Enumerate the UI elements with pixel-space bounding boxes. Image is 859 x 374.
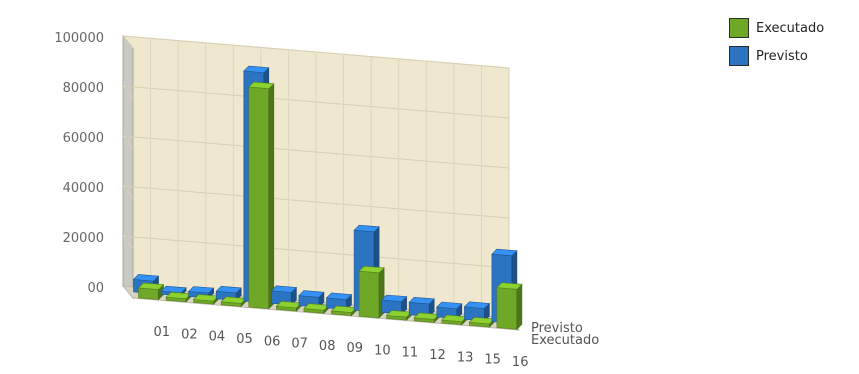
x-tick-label: 04 [209,330,226,345]
legend-swatch-previsto [729,46,749,66]
bar-executado-09 [330,305,358,317]
bar-executado-13 [441,314,468,326]
bar-executado-08 [303,303,330,315]
bar-executado-12 [413,312,440,324]
chart-grid [121,35,510,316]
legend-label-executado: Executado [756,20,825,36]
bar-executado-07 [275,300,303,312]
left-wall [122,34,134,300]
bar-executado-15 [468,316,496,328]
bar-executado-06 [248,81,275,310]
bar-executado-04 [192,294,220,305]
y-tick-label: 100000 [54,31,104,46]
legend-item-executado: Executado [729,14,824,42]
grid-line-h [121,85,510,119]
grid-line-h [121,235,510,269]
y-tick-label: 20000 [63,231,104,246]
x-tick-label: 11 [402,346,419,361]
y-axis-ticks: 00 20000 40000 60000 80000 100000 [54,31,104,296]
depth-label-executado: Executado [531,333,599,348]
x-tick-label: 01 [154,325,171,340]
grid-line-h [121,185,510,219]
x-tick-label: 13 [457,350,474,365]
x-tick-label: 10 [374,343,391,358]
x-tick-label: 06 [264,334,281,349]
bar-executado-16 [496,282,523,331]
chart-walls [121,34,521,331]
x-tick-label: 16 [512,355,529,370]
grid-line-h [121,35,510,69]
x-tick-label: 02 [181,327,198,342]
bar-executado-05 [220,296,247,308]
x-tick-label: 09 [347,341,364,356]
y-tick-label: 40000 [63,181,104,196]
y-tick-label: 80000 [63,81,104,96]
legend-swatch-executado [729,18,749,38]
y-tick-label: 00 [87,281,104,296]
x-axis-ticks: 01 02 04 05 06 07 08 09 10 11 12 13 15 16 [154,325,529,370]
grid-line-h [121,135,510,169]
x-tick-label: 05 [236,332,253,347]
legend-label-previsto: Previsto [756,48,808,64]
x-tick-label: 07 [291,337,308,352]
chart-bars [132,65,523,331]
bar-executado-11 [385,310,413,321]
bar-previsto-08 [298,290,325,309]
legend-item-previsto: Previsto [729,42,824,70]
x-tick-label: 12 [429,348,446,363]
bar-executado-01 [137,282,165,301]
bar-previsto-12 [408,296,435,318]
y-tick-label: 60000 [63,131,104,146]
legend: Executado Previsto [729,14,824,70]
x-tick-label: 08 [319,339,336,354]
x-tick-label: 15 [484,353,501,368]
bar-executado-10 [358,265,385,319]
bar-previsto-11 [380,294,408,315]
depth-label-previsto: Previsto [531,321,583,336]
bar-executado-02 [165,291,192,303]
